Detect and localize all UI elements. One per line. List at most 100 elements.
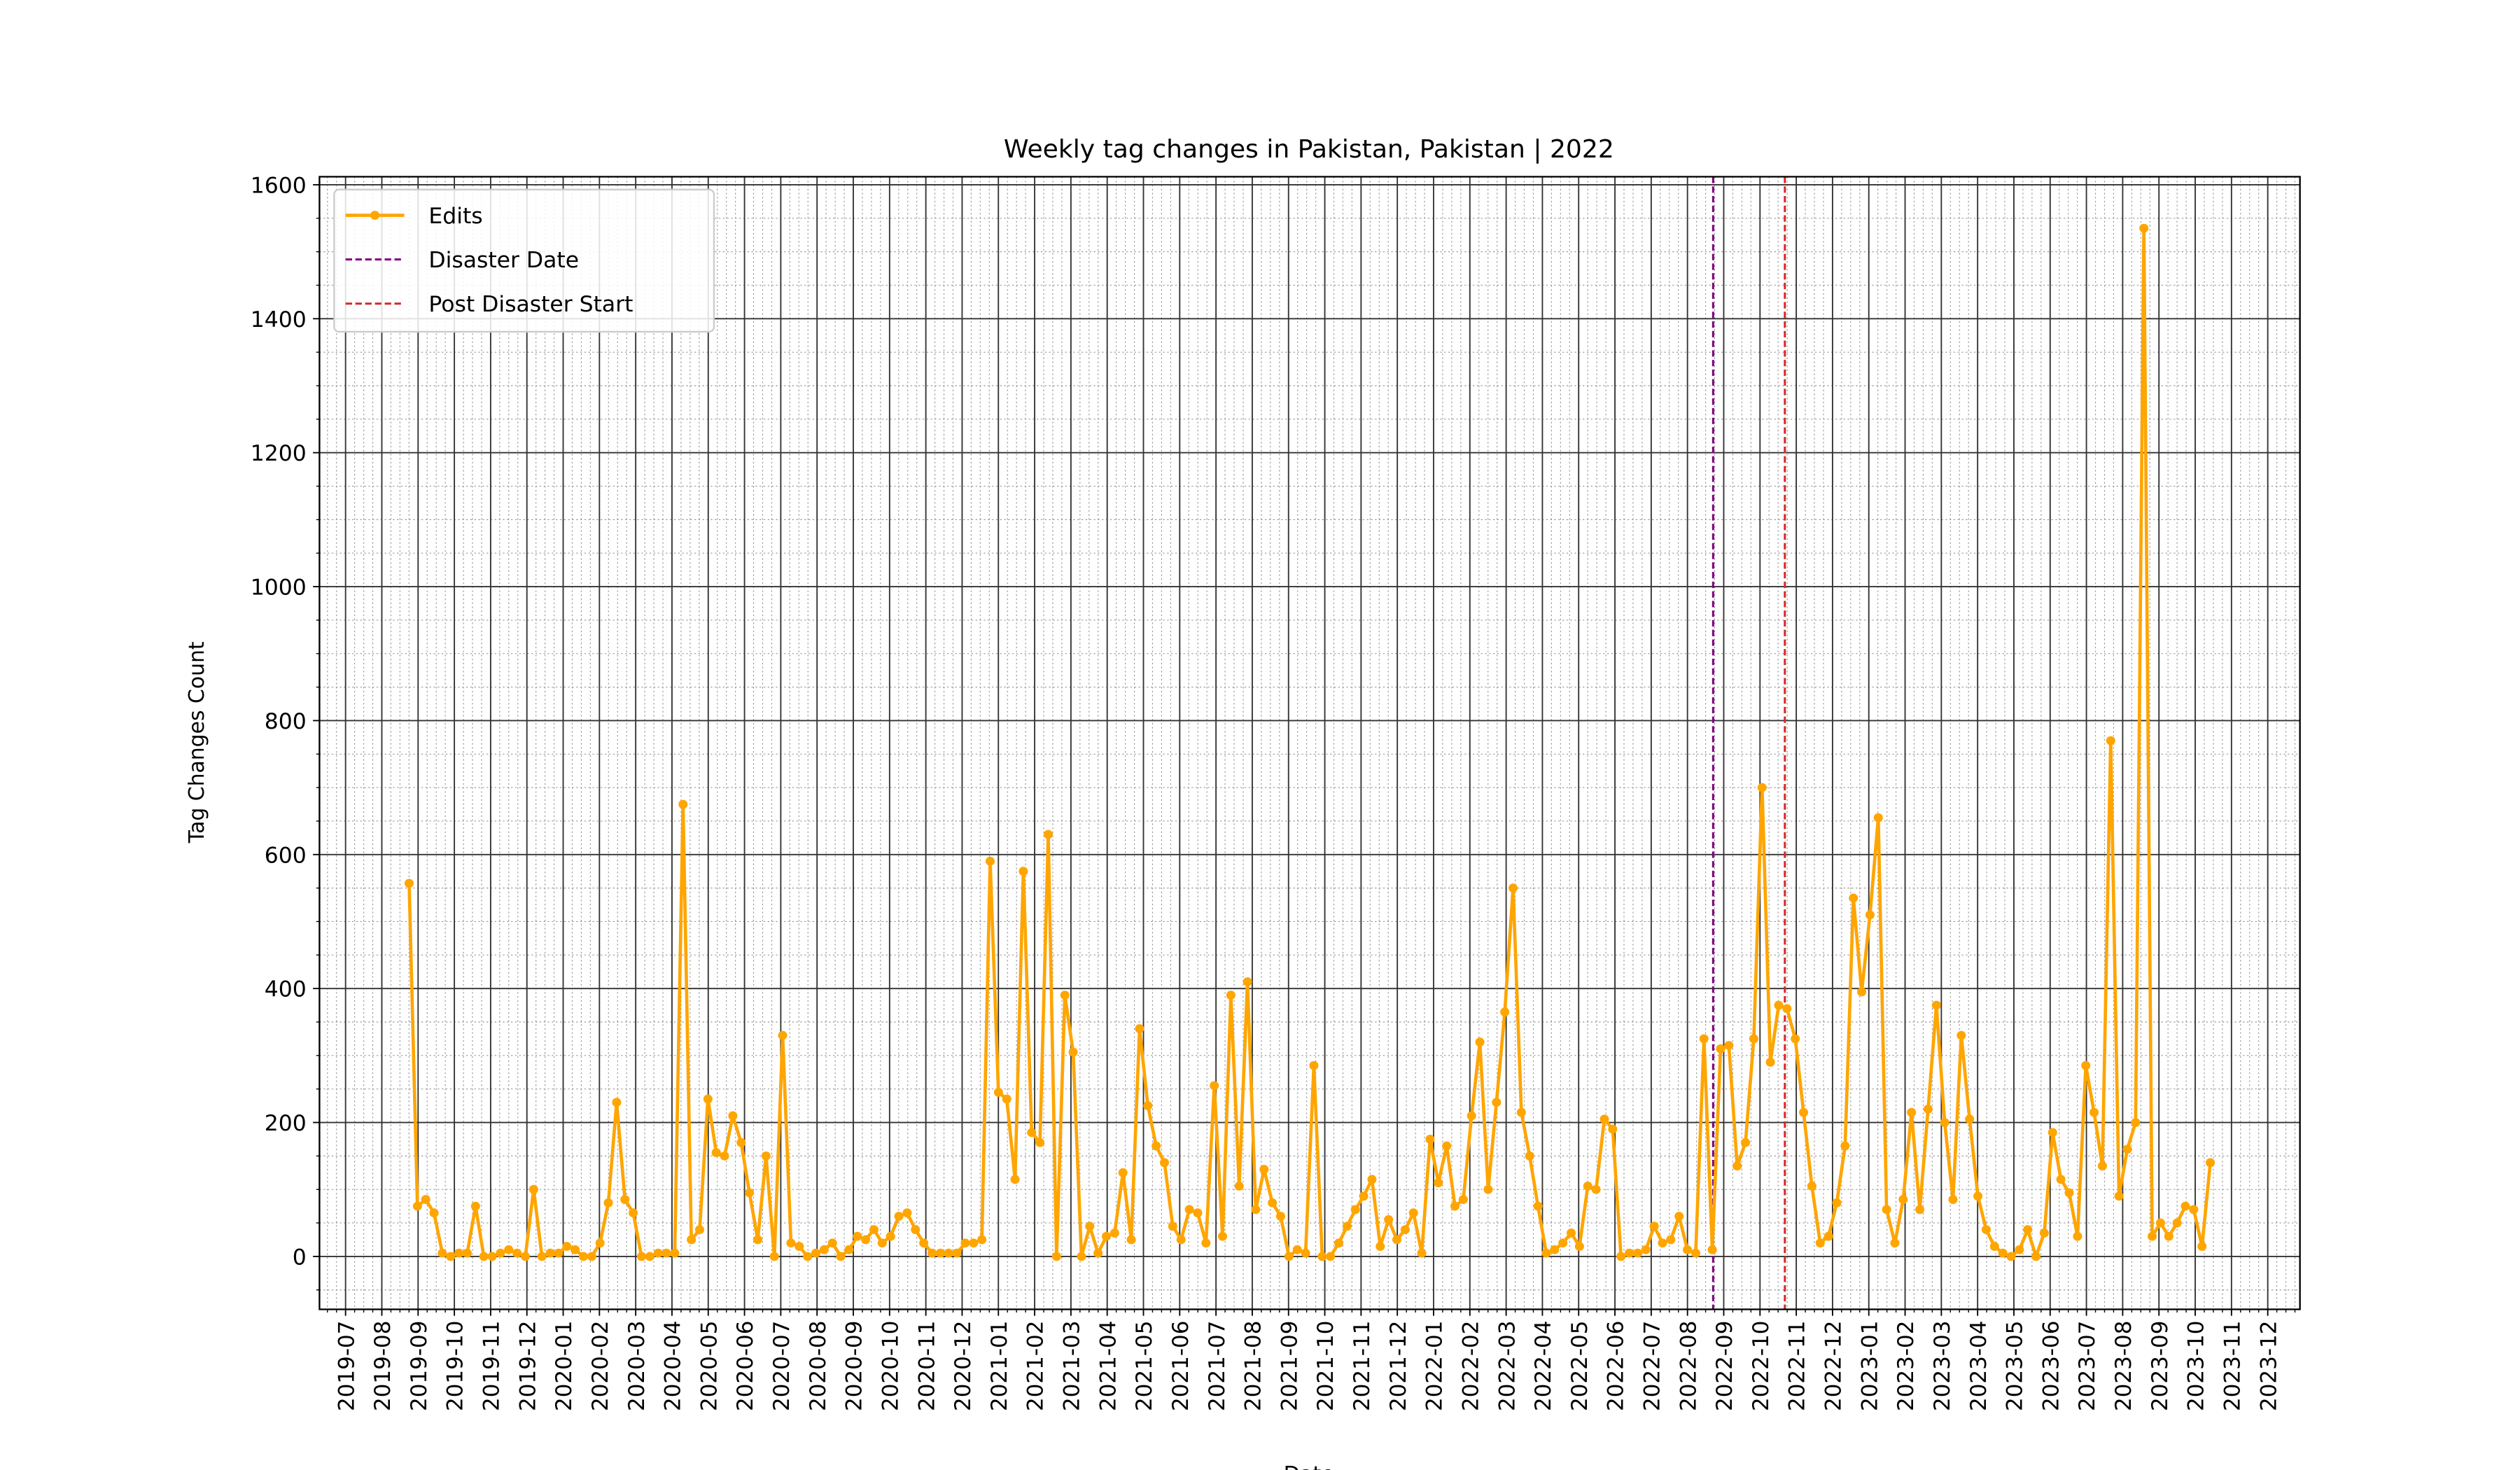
data-point [587, 1252, 596, 1261]
data-point [2131, 1118, 2141, 1127]
data-point [2164, 1231, 2174, 1241]
data-point [421, 1195, 430, 1204]
data-point [670, 1248, 680, 1258]
y-tick-label: 1000 [251, 575, 307, 601]
data-point [1077, 1252, 1086, 1261]
data-point [803, 1252, 813, 1261]
x-tick-label: 2019-12 [515, 1321, 540, 1411]
data-point [778, 1030, 788, 1040]
data-point [2197, 1242, 2207, 1251]
data-point [1168, 1222, 1177, 1231]
data-point [537, 1252, 547, 1261]
data-point [1616, 1252, 1626, 1261]
data-point [694, 1225, 705, 1235]
data-point [528, 1184, 538, 1194]
data-point [1500, 1007, 1510, 1017]
data-point [1525, 1151, 1534, 1161]
data-point [993, 1088, 1003, 1097]
x-tick-label: 2022-03 [1494, 1321, 1520, 1411]
data-point [902, 1208, 912, 1218]
data-point [2114, 1191, 2124, 1201]
data-point [1625, 1248, 1634, 1258]
data-point [2056, 1175, 2066, 1184]
data-point [761, 1151, 771, 1161]
data-point [1567, 1228, 1576, 1238]
data-point [919, 1238, 929, 1248]
data-point [2047, 1128, 2057, 1138]
data-point [2064, 1188, 2074, 1198]
data-point [1226, 990, 1236, 1000]
data-point [2015, 1245, 2024, 1254]
data-point [836, 1252, 846, 1261]
legend-marker [370, 211, 380, 220]
data-point [1749, 1034, 1758, 1044]
data-point [1574, 1242, 1584, 1251]
data-point [512, 1248, 522, 1258]
data-point [1408, 1208, 1418, 1218]
data-point [1782, 1004, 1792, 1014]
data-point [853, 1231, 862, 1241]
data-point [1799, 1107, 1809, 1117]
data-point [1251, 1205, 1261, 1214]
data-point [960, 1238, 970, 1248]
data-point [2081, 1060, 2091, 1070]
data-point [1791, 1034, 1800, 1044]
data-point [894, 1212, 904, 1221]
x-tick-label: 2022-10 [1749, 1321, 1774, 1411]
x-axis-label: Date [1284, 1462, 1334, 1470]
data-point [1434, 1178, 1443, 1188]
data-point [479, 1252, 489, 1261]
data-point [570, 1245, 580, 1254]
data-point [1152, 1141, 1161, 1151]
data-point [454, 1248, 464, 1258]
data-point [1143, 1101, 1153, 1111]
x-tick-label: 2020-02 [588, 1321, 613, 1411]
x-tick-label: 2020-10 [878, 1321, 903, 1411]
data-point [911, 1225, 920, 1235]
data-point [1217, 1231, 1228, 1241]
data-point [1135, 1024, 1144, 1033]
data-point [1849, 893, 1858, 903]
data-point [2189, 1205, 2199, 1214]
data-point [1583, 1182, 1592, 1191]
data-point [786, 1238, 796, 1248]
data-point [1193, 1208, 1203, 1218]
y-tick-label: 200 [265, 1111, 307, 1136]
data-point [1002, 1094, 1011, 1104]
data-point [1558, 1238, 1568, 1248]
data-point [496, 1248, 505, 1258]
y-tick-label: 600 [265, 843, 307, 868]
data-point [1210, 1081, 1219, 1091]
data-point [1159, 1158, 1170, 1168]
data-point [1550, 1245, 1560, 1254]
x-tick-label: 2022-06 [1603, 1321, 1628, 1411]
data-point [944, 1248, 953, 1258]
data-point [1425, 1135, 1435, 1144]
data-point [1384, 1214, 1394, 1224]
data-point [1068, 1047, 1078, 1057]
data-point [1492, 1098, 1502, 1107]
chart-title: Weekly tag changes in Pakistan, Pakistan… [1004, 135, 1614, 164]
x-tick-label: 2021-05 [1132, 1321, 1157, 1411]
data-point [1608, 1124, 1618, 1134]
data-point [2148, 1231, 2157, 1241]
x-tick-label: 2020-08 [806, 1321, 831, 1411]
data-point [1326, 1252, 1336, 1261]
x-tick-label: 2023-12 [2256, 1321, 2281, 1411]
x-tick-label: 2023-01 [1857, 1321, 1882, 1411]
data-point [1907, 1107, 1917, 1117]
data-point [578, 1252, 589, 1261]
x-tick-label: 2022-09 [1712, 1321, 1737, 1411]
y-tick-label: 400 [265, 977, 307, 1002]
x-tick-label: 2019-09 [407, 1321, 432, 1411]
plot-area [404, 176, 2216, 1310]
data-point [595, 1238, 605, 1248]
data-point [811, 1248, 821, 1258]
data-point [1516, 1107, 1526, 1117]
x-tick-label: 2021-01 [987, 1321, 1012, 1411]
data-point [1965, 1114, 1975, 1124]
data-point [1832, 1198, 1842, 1208]
data-point [1027, 1128, 1037, 1138]
data-point [1815, 1238, 1825, 1248]
x-tick-label: 2021-10 [1313, 1321, 1338, 1411]
